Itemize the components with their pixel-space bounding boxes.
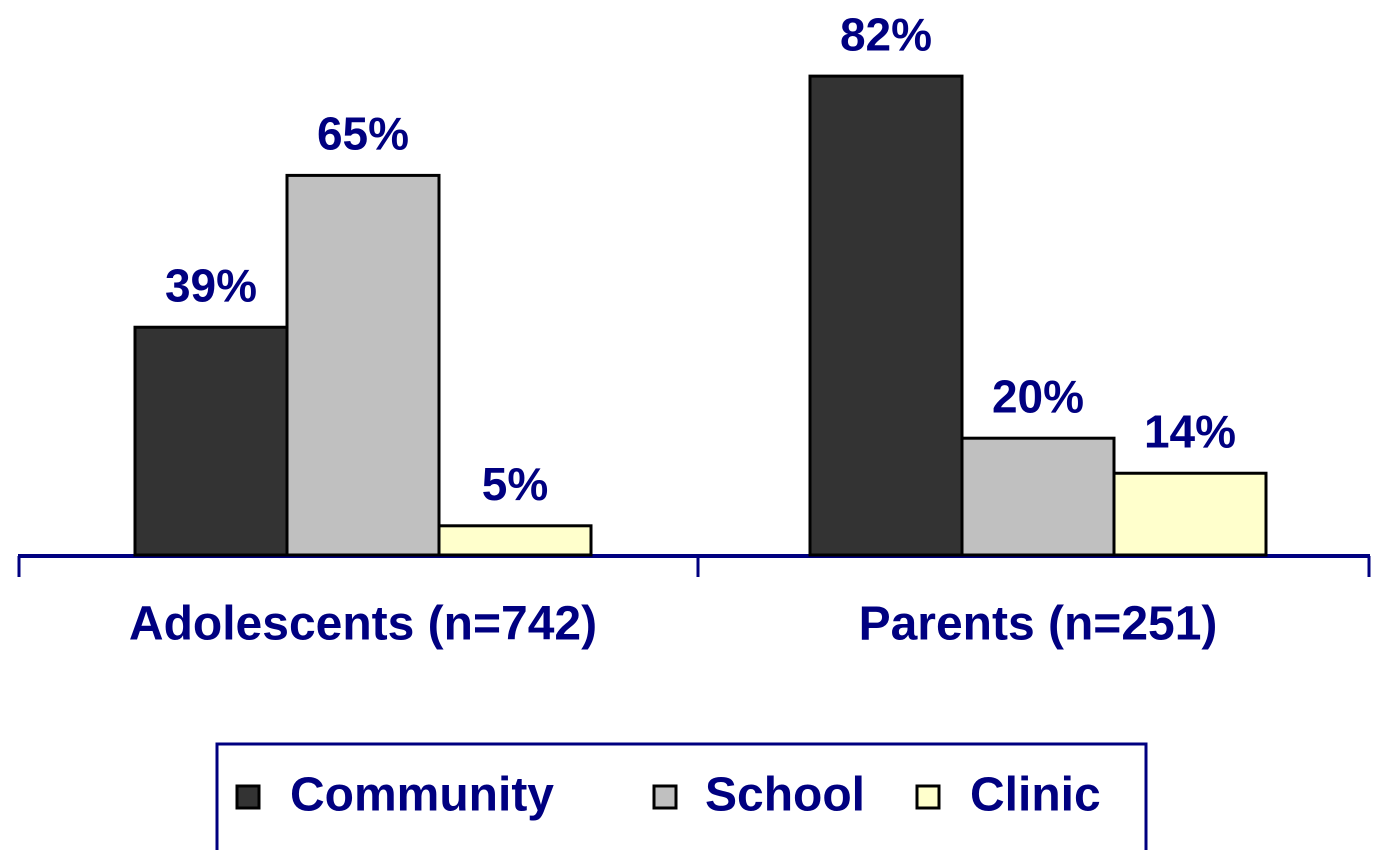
value-label: 82% bbox=[840, 8, 932, 60]
bar bbox=[960, 436, 1116, 557]
bar bbox=[437, 524, 593, 557]
value-label: 5% bbox=[482, 458, 548, 510]
value-label: 39% bbox=[165, 259, 257, 311]
legend-label: School bbox=[705, 769, 865, 822]
x-tick-label: Adolescents (n=742) bbox=[129, 598, 597, 651]
value-label: 20% bbox=[992, 370, 1084, 422]
legend-label: Community bbox=[290, 769, 554, 822]
value-label: 14% bbox=[1144, 405, 1236, 457]
legend-label: Clinic bbox=[970, 769, 1101, 822]
value-label: 65% bbox=[317, 108, 409, 160]
x-tick-label: Parents (n=251) bbox=[859, 598, 1218, 651]
bar bbox=[133, 325, 289, 557]
bar bbox=[808, 74, 964, 557]
legend-box bbox=[215, 742, 1148, 850]
legend-swatch bbox=[235, 784, 261, 810]
legend-swatch bbox=[652, 784, 678, 810]
legend-swatch bbox=[915, 784, 941, 810]
bar bbox=[285, 173, 441, 557]
bar bbox=[1112, 471, 1268, 557]
